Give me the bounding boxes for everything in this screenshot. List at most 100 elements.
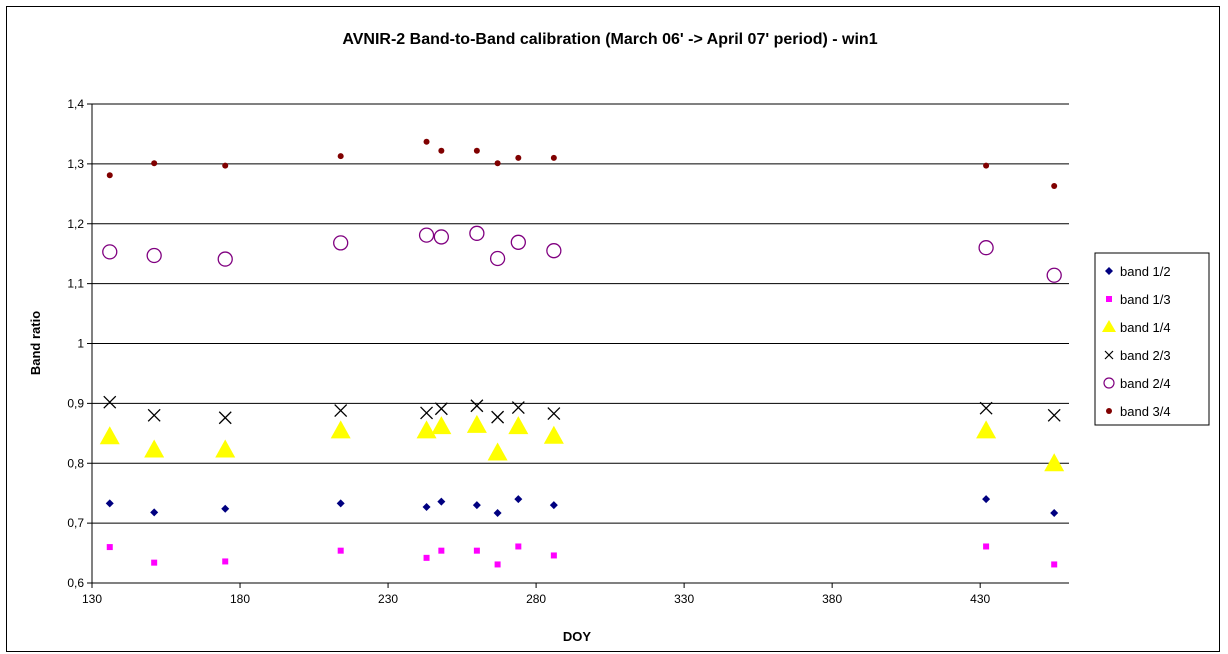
data-points: [99, 138, 1065, 568]
y-tick-label: 1,4: [67, 97, 84, 111]
point-band-1-4: [330, 420, 351, 439]
point-band-3-4: [494, 160, 501, 167]
point-band-1-2: [493, 508, 502, 517]
legend-marker-band-1-4: [1102, 320, 1116, 332]
point-band-2-4: [217, 251, 233, 267]
point-band-1-3: [222, 558, 229, 565]
point-band-1-4: [416, 420, 437, 439]
point-band-1-4: [99, 426, 120, 445]
point-band-3-4: [106, 172, 113, 179]
point-band-3-4: [983, 162, 990, 169]
point-band-1-2: [514, 495, 523, 504]
point-band-2-3: [511, 401, 525, 415]
point-band-1-4: [543, 425, 564, 444]
point-band-1-4: [508, 416, 529, 435]
y-tick-label: 0,6: [67, 576, 84, 590]
point-band-1-4: [215, 439, 236, 458]
legend-label-band-2-4: band 2/4: [1120, 376, 1171, 391]
point-band-2-3: [218, 411, 232, 425]
x-tick-label: 280: [526, 592, 546, 606]
point-band-1-2: [150, 508, 159, 517]
point-band-3-4: [473, 147, 480, 154]
x-tick-label: 230: [378, 592, 398, 606]
point-band-3-4: [550, 154, 557, 161]
point-band-2-3: [434, 402, 448, 416]
legend-label-band-2-3: band 2/3: [1120, 348, 1171, 363]
point-band-2-3: [547, 407, 561, 421]
legend-marker-band-3-4: [1106, 408, 1112, 414]
x-tick-label: 430: [970, 592, 990, 606]
point-band-3-4: [515, 154, 522, 161]
legend-marker-band-1-2: [1105, 267, 1113, 275]
axes: [87, 103, 1069, 588]
gridlines: [92, 103, 1069, 524]
point-band-3-4: [438, 147, 445, 154]
chart-title: AVNIR-2 Band-to-Band calibration (March …: [342, 31, 877, 48]
legend-label-band-1-3: band 1/3: [1120, 292, 1171, 307]
y-tick-label: 1,3: [67, 157, 84, 171]
point-band-3-4: [151, 160, 158, 167]
point-band-2-4: [546, 243, 562, 259]
point-band-1-3: [983, 543, 990, 550]
point-band-1-3: [151, 559, 158, 566]
point-band-3-4: [222, 162, 229, 169]
legend-box: [1094, 252, 1210, 426]
point-band-1-3: [494, 561, 501, 568]
point-band-2-4: [102, 244, 118, 260]
legend-marker-band-2-3: [1104, 350, 1114, 360]
legend-label-band-1-4: band 1/4: [1120, 320, 1171, 335]
x-tick-label: 380: [822, 592, 842, 606]
point-band-1-2: [221, 504, 230, 513]
point-band-2-3: [103, 395, 117, 409]
x-tick-label: 330: [674, 592, 694, 606]
y-tick-label: 0,9: [67, 396, 84, 410]
point-band-2-4: [469, 225, 485, 241]
point-band-2-4: [433, 229, 450, 245]
point-band-2-3: [979, 401, 993, 415]
point-band-1-2: [1050, 508, 1059, 517]
point-band-2-4: [418, 227, 435, 243]
tick-labels: 0,6 0,7 0,8 0,9 1 1,1 1,2 1,3 1,4 130 180 230 280 330…: [67, 97, 990, 606]
y-tick-label: 1,1: [67, 277, 84, 291]
point-band-1-2: [422, 502, 431, 511]
point-band-1-3: [438, 547, 445, 554]
point-band-1-3: [423, 554, 430, 561]
y-tick-label: 1: [77, 337, 84, 351]
legend-label-band-3-4: band 3/4: [1120, 404, 1171, 419]
y-tick-label: 1,2: [67, 217, 84, 231]
x-axis-label: DOY: [563, 629, 592, 644]
point-band-1-3: [106, 544, 113, 551]
point-band-1-3: [473, 547, 480, 554]
point-band-1-3: [550, 552, 557, 559]
point-band-2-4: [333, 235, 349, 251]
point-band-1-2: [982, 495, 991, 504]
point-band-2-3: [470, 399, 484, 413]
point-band-1-2: [437, 497, 446, 506]
legend-marker-band-1-3: [1106, 296, 1112, 302]
point-band-3-4: [423, 138, 430, 145]
point-band-1-4: [431, 416, 452, 435]
point-band-1-4: [976, 420, 997, 439]
point-band-1-2: [105, 499, 114, 508]
point-band-2-4: [489, 250, 506, 267]
point-band-3-4: [337, 153, 344, 160]
point-band-3-4: [1051, 183, 1058, 190]
y-tick-label: 0,7: [67, 516, 84, 530]
point-band-2-3: [491, 410, 505, 424]
point-band-1-4: [487, 442, 508, 461]
legend-label-band-1-2: band 1/2: [1120, 264, 1171, 279]
point-band-1-2: [472, 501, 481, 510]
point-band-2-4: [1046, 267, 1062, 283]
legend-marker-band-2-4: [1103, 377, 1115, 389]
point-band-1-3: [515, 543, 522, 550]
point-band-2-4: [510, 234, 526, 250]
x-tick-label: 130: [82, 592, 102, 606]
point-band-2-3: [420, 406, 434, 420]
point-band-1-3: [1051, 561, 1058, 568]
x-tick-label: 180: [230, 592, 250, 606]
chart-frame: [6, 6, 1220, 652]
point-band-1-2: [336, 499, 345, 508]
point-band-1-4: [144, 439, 165, 458]
legend: band 1/2 band 1/3 band 1/4 band 2/3 band 2/4…: [1094, 252, 1210, 426]
